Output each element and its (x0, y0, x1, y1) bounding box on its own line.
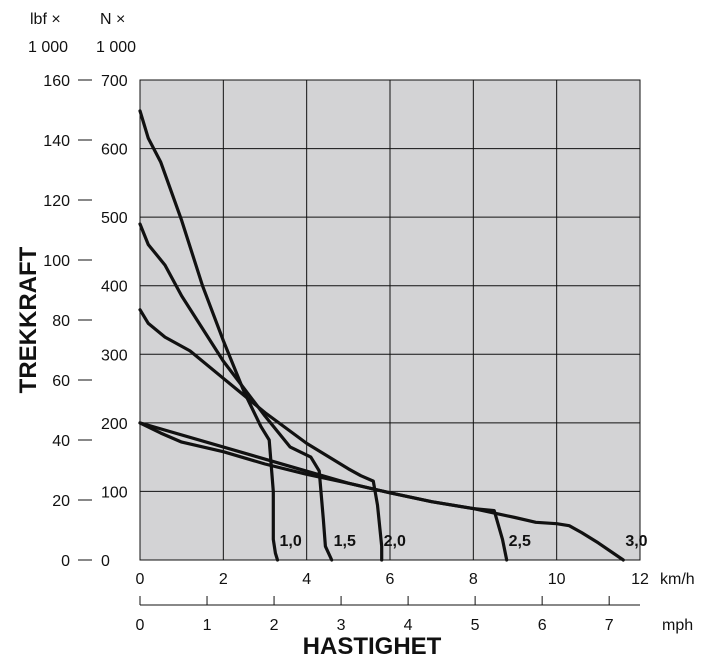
x-tick-label-mph: 0 (136, 617, 145, 634)
y-tick-label-n: 400 (101, 279, 128, 296)
x-tick-label-kmh: 8 (469, 571, 478, 588)
y-unit-n-line1: N × (100, 11, 125, 28)
y-tick-label-n: 500 (101, 210, 128, 227)
grid (140, 80, 640, 560)
x-axis-title: HASTIGHET (303, 633, 442, 660)
y-ticks-lbf: 0 20 40 60 80 100 120 140 160 (43, 73, 92, 570)
y-tick-label-n: 100 (101, 484, 128, 501)
x-tick-label-kmh: 4 (302, 571, 311, 588)
x-unit-kmh: km/h (660, 571, 695, 588)
x-tick-label-mph: 1 (203, 617, 212, 634)
x-tick-label-mph: 7 (605, 617, 614, 634)
y-tick-label-n: 0 (101, 553, 110, 570)
y-axis-title: TREKKRAFT (15, 246, 42, 393)
series-line-2-0 (138, 308, 384, 562)
series-line-1-0 (138, 109, 280, 562)
series-labels: 1,0 1,5 2,0 2,5 3,0 (280, 533, 648, 550)
series-label-2-5: 2,5 (509, 533, 531, 550)
x-tick-label-mph: 5 (471, 617, 480, 634)
plot-border (139, 79, 641, 561)
x-tick-label-mph: 6 (538, 617, 547, 634)
y-unit-n-line2: 1 000 (96, 39, 136, 56)
x-tick-label-mph: 4 (404, 617, 413, 634)
y-ticks-newton: 0 100 200 300 400 500 600 700 (101, 73, 128, 570)
y-tick-label-n: 300 (101, 347, 128, 364)
series-line-1-5 (138, 222, 334, 562)
series-label-1-0: 1,0 (280, 533, 302, 550)
y-unit-lbf-line2: 1 000 (28, 39, 68, 56)
x-tick-label-kmh: 2 (219, 571, 228, 588)
x-ticks-mph: 0 1 2 3 4 5 6 7 (136, 596, 614, 634)
y-tick-label-lbf: 80 (52, 313, 70, 330)
y-tick-label-lbf: 140 (43, 133, 70, 150)
series-label-1-5: 1,5 (334, 533, 356, 550)
y-tick-label-lbf: 160 (43, 73, 70, 90)
x-tick-label-mph: 3 (337, 617, 346, 634)
y-tick-label-lbf: 0 (61, 553, 70, 570)
x-unit-mph: mph (662, 617, 693, 634)
y-tick-label-lbf: 120 (43, 193, 70, 210)
x-tick-label-mph: 2 (270, 617, 279, 634)
y-unit-lbf-line1: lbf × (30, 11, 61, 28)
y-tick-label-lbf: 60 (52, 373, 70, 390)
y-tick-label-n: 200 (101, 416, 128, 433)
series-label-3-0: 3,0 (625, 533, 647, 550)
y-tick-label-lbf: 20 (52, 493, 70, 510)
series-curves (138, 109, 625, 562)
x-tick-label-kmh: 12 (631, 571, 649, 588)
x-ticks-kmh: 0 2 4 6 8 10 12 (136, 571, 649, 588)
x-tick-label-kmh: 0 (136, 571, 145, 588)
x-tick-label-kmh: 6 (386, 571, 395, 588)
series-label-2-0: 2,0 (384, 533, 406, 550)
series-line-3-0 (138, 421, 625, 562)
y-tick-label-lbf: 100 (43, 253, 70, 270)
y-tick-label-n: 700 (101, 73, 128, 90)
y-tick-label-n: 600 (101, 142, 128, 159)
x-tick-label-kmh: 10 (548, 571, 566, 588)
y-tick-label-lbf: 40 (52, 433, 70, 450)
